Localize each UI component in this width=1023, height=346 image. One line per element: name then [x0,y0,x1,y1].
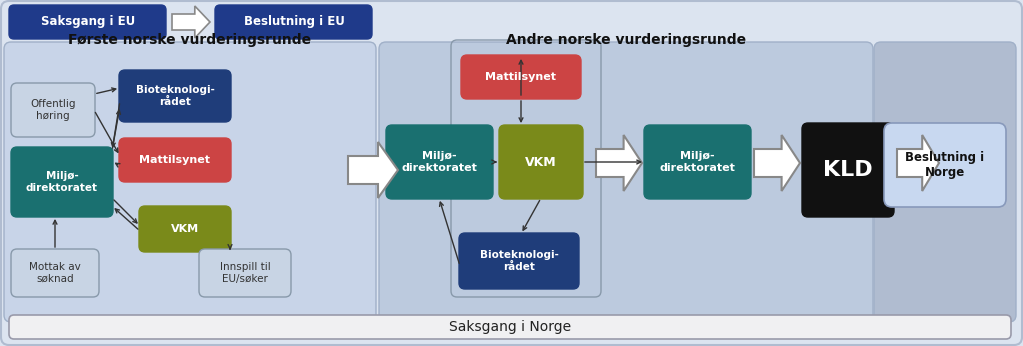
Text: Beslutning i EU: Beslutning i EU [243,16,345,28]
Text: Miljø-
direktoratet: Miljø- direktoratet [401,151,477,173]
FancyBboxPatch shape [11,249,99,297]
Text: Saksgang i Norge: Saksgang i Norge [449,320,571,334]
Text: KLD: KLD [824,160,873,180]
FancyBboxPatch shape [9,5,166,39]
Text: VKM: VKM [171,224,199,234]
FancyBboxPatch shape [119,138,231,182]
FancyBboxPatch shape [644,125,751,199]
Text: VKM: VKM [525,155,557,169]
FancyBboxPatch shape [199,249,291,297]
FancyBboxPatch shape [461,55,581,99]
FancyBboxPatch shape [11,147,113,217]
FancyBboxPatch shape [874,42,1016,322]
FancyBboxPatch shape [499,125,583,199]
Polygon shape [754,135,800,191]
FancyBboxPatch shape [139,206,231,252]
FancyBboxPatch shape [884,123,1006,207]
Text: Mattilsynet: Mattilsynet [139,155,211,165]
FancyBboxPatch shape [11,83,95,137]
Text: Første norske vurderingsrunde: Første norske vurderingsrunde [69,33,312,47]
FancyBboxPatch shape [386,125,493,199]
Polygon shape [348,142,398,198]
FancyBboxPatch shape [459,233,579,289]
Text: Mottak av
søknad: Mottak av søknad [29,262,81,284]
Text: Andre norske vurderingsrunde: Andre norske vurderingsrunde [506,33,746,47]
Polygon shape [596,135,642,191]
Text: Bioteknologi-
rådet: Bioteknologi- rådet [136,85,215,107]
FancyBboxPatch shape [802,123,894,217]
FancyBboxPatch shape [9,315,1011,339]
Text: Beslutning i
Norge: Beslutning i Norge [905,151,984,179]
FancyBboxPatch shape [215,5,372,39]
Text: Miljø-
direktoratet: Miljø- direktoratet [659,151,735,173]
FancyBboxPatch shape [4,42,376,322]
Text: Offentlig
høring: Offentlig høring [31,99,76,121]
Text: Innspill til
EU/søker: Innspill til EU/søker [220,262,270,284]
FancyBboxPatch shape [119,70,231,122]
Polygon shape [172,6,210,38]
Text: Saksgang i EU: Saksgang i EU [41,16,135,28]
Text: Bioteknologi-
rådet: Bioteknologi- rådet [480,250,559,272]
Text: Mattilsynet: Mattilsynet [486,72,557,82]
Text: Miljø-
direktoratet: Miljø- direktoratet [26,171,98,193]
Polygon shape [897,135,939,191]
FancyBboxPatch shape [379,42,873,322]
